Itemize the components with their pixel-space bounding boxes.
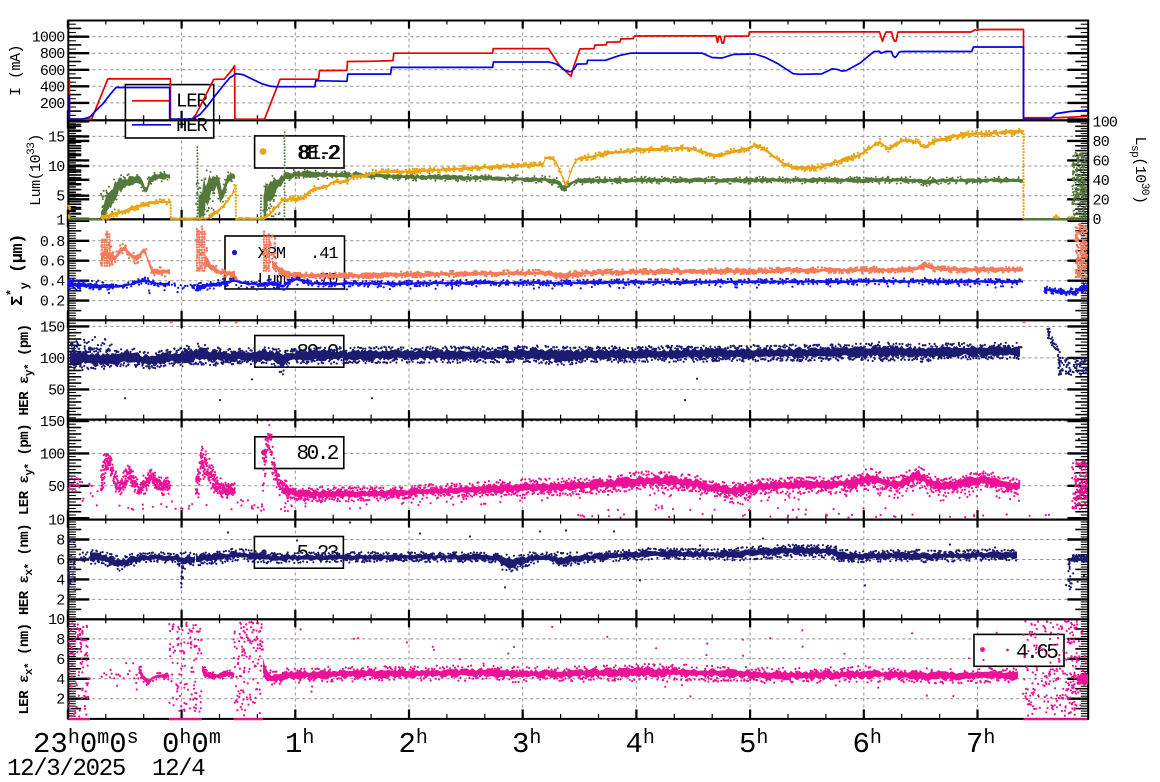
svg-text:0.2: 0.2 [40, 294, 65, 311]
svg-text:6: 6 [56, 652, 65, 669]
svg-text:3h: 3h [512, 727, 541, 761]
svg-text:LER εx* (nm): LER εx* (nm) [17, 623, 36, 714]
svg-text:8E.2: 8E.2 [297, 143, 339, 166]
svg-text:50: 50 [48, 479, 65, 496]
svg-text:2h: 2h [399, 727, 428, 761]
svg-text:4.65: 4.65 [1016, 642, 1058, 665]
svg-text:23h0m0s: 23h0m0s [33, 727, 139, 761]
svg-text:20: 20 [1093, 192, 1110, 209]
svg-text:100: 100 [1093, 114, 1118, 131]
svg-text:80.2: 80.2 [297, 443, 339, 466]
svg-text:10: 10 [48, 513, 65, 530]
svg-text:LER εy* (pm): LER εy* (pm) [17, 424, 36, 515]
svg-text:.41: .41 [310, 245, 338, 264]
svg-text:5.23: 5.23 [297, 543, 339, 566]
svg-text:8: 8 [56, 532, 65, 549]
svg-text:12/3/2025: 12/3/2025 [7, 756, 125, 782]
svg-text:1000: 1000 [32, 30, 66, 47]
svg-text:I (mA): I (mA) [8, 45, 25, 96]
svg-text:2: 2 [56, 692, 64, 709]
svg-text:800: 800 [40, 46, 65, 63]
svg-text:Σ*y (μm): Σ*y (μm) [5, 234, 32, 306]
svg-text:200: 200 [40, 96, 65, 113]
svg-text:1: 1 [56, 212, 65, 229]
svg-text:15: 15 [48, 129, 65, 146]
svg-text:50: 50 [48, 382, 65, 399]
svg-text:4: 4 [56, 672, 65, 689]
svg-text:0.4: 0.4 [40, 274, 65, 291]
svg-text:1h: 1h [285, 727, 314, 761]
svg-text:400: 400 [40, 79, 65, 96]
svg-text:10: 10 [48, 612, 65, 629]
svg-text:10: 10 [48, 159, 65, 176]
svg-text:600: 600 [40, 63, 65, 80]
svg-text:100: 100 [40, 351, 65, 368]
svg-text:6: 6 [56, 552, 65, 569]
svg-text:150: 150 [40, 414, 65, 431]
svg-text:4h: 4h [626, 727, 655, 761]
svg-text:81-2: 81-2 [299, 143, 341, 166]
svg-text:0: 0 [1093, 212, 1102, 229]
svg-text:40: 40 [1093, 173, 1110, 190]
svg-text:150: 150 [40, 319, 65, 336]
svg-text:0.8: 0.8 [40, 234, 65, 251]
svg-text:100: 100 [40, 446, 65, 463]
svg-text:5: 5 [56, 189, 65, 206]
svg-text:0.6: 0.6 [40, 254, 65, 271]
svg-text:HER εx* (nm): HER εx* (nm) [17, 524, 36, 615]
svg-text:2: 2 [56, 592, 64, 609]
svg-text:80: 80 [1093, 134, 1110, 151]
svg-text:4: 4 [56, 572, 65, 589]
svg-text:60: 60 [1093, 153, 1110, 170]
svg-text:8: 8 [56, 632, 65, 649]
svg-text:12/4: 12/4 [152, 756, 205, 782]
svg-text:HER εy* (pm): HER εy* (pm) [17, 324, 36, 415]
